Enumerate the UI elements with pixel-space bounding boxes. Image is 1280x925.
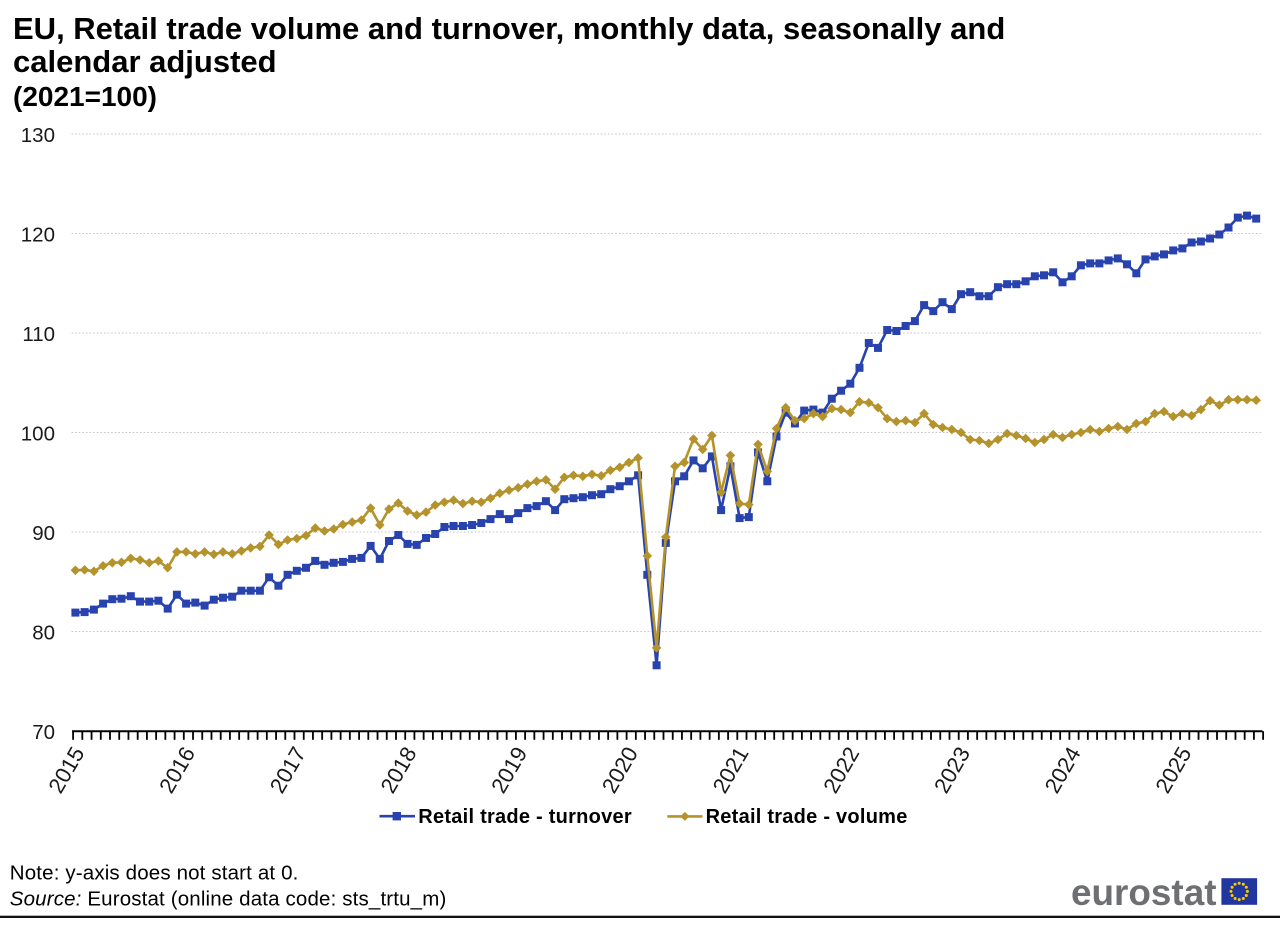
svg-text:Source: Eurostat (online data: Source: Eurostat (online data code: sts_… (10, 888, 447, 911)
svg-text:70: 70 (32, 721, 55, 744)
svg-text:120: 120 (21, 224, 55, 247)
svg-text:Retail trade - turnover: Retail trade - turnover (418, 806, 632, 828)
svg-text:Retail trade - volume: Retail trade - volume (706, 806, 908, 828)
svg-text:EU, Retail trade volume and tu: EU, Retail trade volume and turnover, mo… (13, 11, 1005, 46)
svg-text:130: 130 (21, 124, 55, 147)
svg-text:eurostat: eurostat (1071, 872, 1217, 913)
svg-text:80: 80 (32, 622, 55, 645)
svg-text:110: 110 (22, 323, 55, 346)
svg-text:(2021=100): (2021=100) (13, 81, 157, 112)
svg-text:Note: y-axis does not start at: Note: y-axis does not start at 0. (10, 862, 299, 885)
svg-text:calendar adjusted: calendar adjusted (13, 44, 277, 79)
svg-text:90: 90 (32, 522, 55, 545)
svg-text:100: 100 (21, 423, 55, 446)
